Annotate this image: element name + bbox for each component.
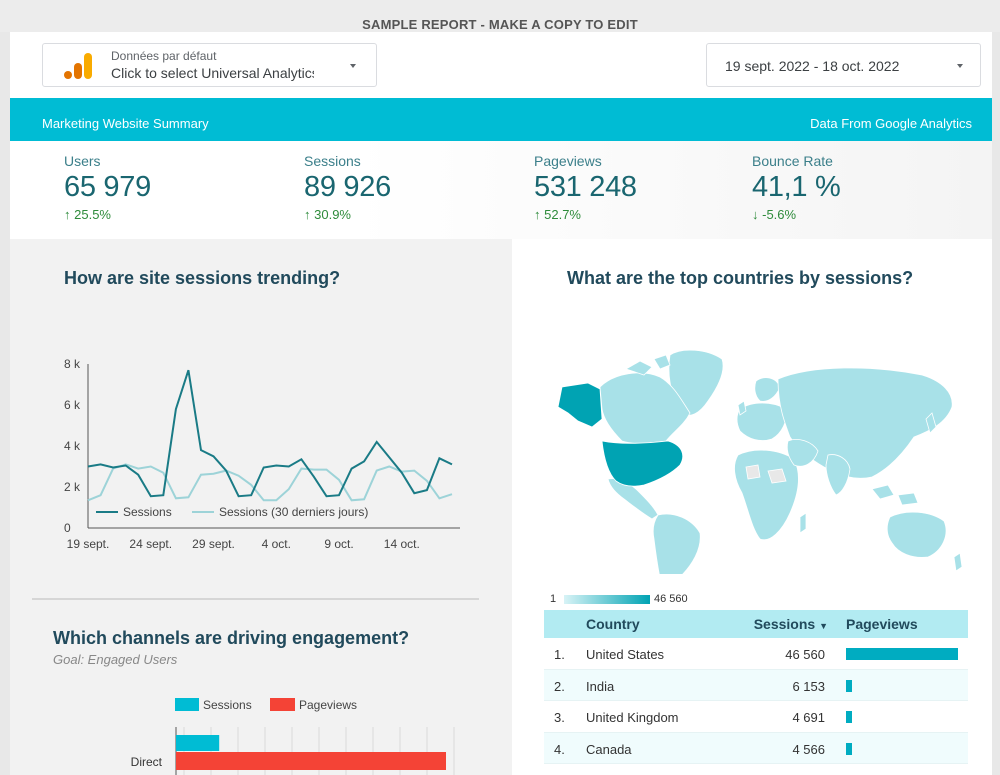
right-panel: What are the top countries by sessions?: [512, 239, 992, 775]
section-divider: [32, 598, 479, 600]
kpi-label: Users: [64, 153, 101, 169]
countries-title: What are the top countries by sessions?: [567, 268, 914, 288]
sort-desc-icon: ▼: [819, 621, 828, 631]
y-tick-label: 6 k: [64, 398, 81, 412]
date-range-label: 19 sept. 2022 - 18 oct. 2022: [725, 58, 900, 74]
kpi-label: Bounce Rate: [752, 153, 833, 169]
data-source-note: Data From Google Analytics: [810, 116, 972, 131]
map-region-south-america: [652, 513, 701, 574]
kpi-pageviews: Pageviews 531 248 ↑ 52.7%: [534, 153, 637, 222]
kpi-label: Sessions: [304, 153, 361, 169]
kpi-value: 89 926: [304, 171, 391, 203]
map-region-europe: [736, 402, 787, 441]
x-tick-label: 24 sept.: [129, 537, 172, 551]
chevron-down-icon: [350, 64, 356, 68]
category-label: Direct: [131, 755, 163, 769]
data-source-subtitle: Données par défaut: [111, 49, 217, 63]
legend-label-sessions: Sessions: [123, 505, 172, 519]
left-panel: How are site sessions trending? 0 2 k 4 k 6…: [10, 239, 512, 775]
kpi-delta: ↓ -5.6%: [752, 207, 797, 222]
column-header-sessions[interactable]: Sessions ▼: [753, 616, 828, 632]
kpi-value: 65 979: [64, 171, 151, 203]
map-region-india: [825, 454, 851, 496]
series-line-sessions-30-days: [87, 463, 453, 502]
scale-max-label: 46 560: [654, 593, 688, 605]
y-tick-label: 2 k: [64, 480, 81, 494]
kpi-value: 531 248: [534, 171, 637, 203]
channels-bar-chart[interactable]: Sessions Pageviews Direct: [10, 679, 512, 775]
table-row[interactable]: 3. United Kingdom 4 691: [544, 701, 968, 733]
pageviews-bar: [846, 711, 852, 723]
channels-subtitle: Goal: Engaged Users: [53, 652, 178, 667]
report-canvas: Données par défaut Click to select Unive…: [10, 32, 992, 775]
table-row[interactable]: 4. Canada 4 566: [544, 732, 968, 764]
data-source-selector[interactable]: Données par défaut Click to select Unive…: [42, 43, 377, 87]
kpi-label: Pageviews: [534, 153, 602, 169]
report-banner-text: SAMPLE REPORT - MAKE A COPY TO EDIT: [362, 17, 638, 32]
chevron-down-icon: [957, 64, 963, 68]
analytics-logo-icon: [64, 53, 92, 79]
map-region-canada: [599, 372, 691, 444]
legend-swatch-pageviews: [270, 698, 295, 711]
column-header-pageviews[interactable]: Pageviews: [846, 616, 918, 632]
controls-bar: Données par défaut Click to select Unive…: [10, 32, 992, 98]
summary-title: Marketing Website Summary: [42, 116, 209, 131]
arrow-up-icon: ↑: [64, 207, 71, 222]
x-tick-label: 9 oct.: [324, 537, 353, 551]
y-tick-label: 4 k: [64, 439, 81, 453]
table-header: Country Sessions ▼ Pageviews: [544, 610, 968, 638]
map-region-australia: [886, 511, 947, 558]
pageviews-bar: [846, 742, 852, 755]
x-tick-label: 14 oct.: [384, 537, 420, 551]
map-region-uk: [737, 400, 747, 416]
data-source-label: Click to select Universal Analytics: [111, 65, 314, 81]
map-region-alaska: [557, 382, 603, 428]
map-region-africa: [734, 449, 799, 541]
table-row[interactable]: 2. India 6 153: [544, 669, 968, 701]
legend-label-sessions: Sessions: [203, 698, 252, 712]
kpi-value: 41,1 %: [752, 171, 841, 203]
kpi-strip: Users 65 979 ↑ 25.5% Sessions 89 926 ↑ 3…: [10, 141, 992, 239]
world-map[interactable]: [542, 309, 972, 574]
pageviews-bar: [846, 679, 852, 692]
sessions-trend-chart[interactable]: 0 2 k 4 k 6 k 8 k 19 sept. 24 sept. 29 sept. 4 o…: [10, 309, 512, 569]
series-line-sessions: [87, 369, 453, 498]
kpi-bounce-rate: Bounce Rate 41,1 % ↓ -5.6%: [752, 153, 841, 222]
legend-swatch-sessions: [175, 698, 199, 711]
table-row[interactable]: 1. United States 46 560: [544, 638, 968, 670]
channels-title: Which channels are driving engagement?: [53, 628, 410, 648]
scale-min-label: 1: [550, 593, 557, 605]
legend-label-pageviews: Pageviews: [299, 698, 357, 712]
x-tick-label: 4 oct.: [262, 537, 291, 551]
kpi-users: Users 65 979 ↑ 25.5%: [64, 153, 151, 222]
report-banner: SAMPLE REPORT - MAKE A COPY TO EDIT: [0, 0, 1000, 32]
x-tick-label: 29 sept.: [192, 537, 235, 551]
arrow-up-icon: ↑: [534, 207, 541, 222]
kpi-delta: ↑ 25.5%: [64, 207, 111, 222]
x-tick-label: 19 sept.: [67, 537, 110, 551]
kpi-delta: ↑ 52.7%: [534, 207, 581, 222]
bar-sessions: [176, 735, 220, 751]
date-range-selector[interactable]: 19 sept. 2022 - 18 oct. 2022: [706, 43, 981, 87]
bar-pageviews: [176, 752, 446, 770]
y-tick-label: 8 k: [64, 357, 81, 371]
map-region-united-states: [601, 440, 684, 487]
countries-table: Country Sessions ▼ Pageviews 1. United S…: [544, 610, 968, 764]
legend-label-sessions-30-days: Sessions (30 derniers jours): [219, 505, 368, 519]
column-header-country[interactable]: Country: [586, 616, 640, 632]
pageviews-bar: [846, 648, 958, 660]
summary-header: Marketing Website Summary Data From Goog…: [10, 98, 992, 141]
trend-title: How are site sessions trending?: [64, 268, 341, 288]
y-tick-label: 0: [64, 521, 71, 535]
color-scale: [564, 595, 650, 604]
arrow-down-icon: ↓: [752, 207, 759, 222]
kpi-sessions: Sessions 89 926 ↑ 30.9%: [304, 153, 391, 222]
arrow-up-icon: ↑: [304, 207, 311, 222]
kpi-delta: ↑ 30.9%: [304, 207, 351, 222]
